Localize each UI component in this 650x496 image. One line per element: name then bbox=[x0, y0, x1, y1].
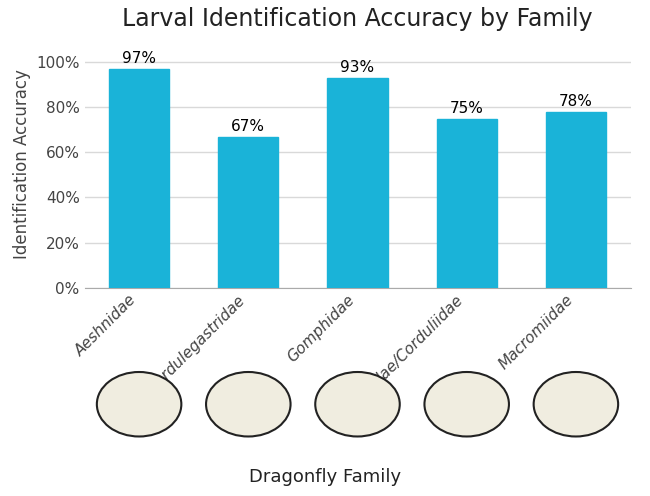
Bar bbox=[328, 78, 387, 288]
Bar bbox=[546, 112, 606, 288]
Bar bbox=[437, 119, 497, 288]
Y-axis label: Identification Accuracy: Identification Accuracy bbox=[12, 69, 31, 258]
Text: 75%: 75% bbox=[450, 101, 484, 116]
Text: 67%: 67% bbox=[231, 119, 265, 134]
Bar bbox=[109, 69, 169, 288]
Text: 93%: 93% bbox=[341, 61, 374, 75]
Text: 97%: 97% bbox=[122, 51, 156, 66]
Title: Larval Identification Accuracy by Family: Larval Identification Accuracy by Family bbox=[122, 7, 593, 31]
Text: 78%: 78% bbox=[559, 94, 593, 109]
Bar bbox=[218, 136, 278, 288]
Text: Dragonfly Family: Dragonfly Family bbox=[249, 468, 401, 486]
